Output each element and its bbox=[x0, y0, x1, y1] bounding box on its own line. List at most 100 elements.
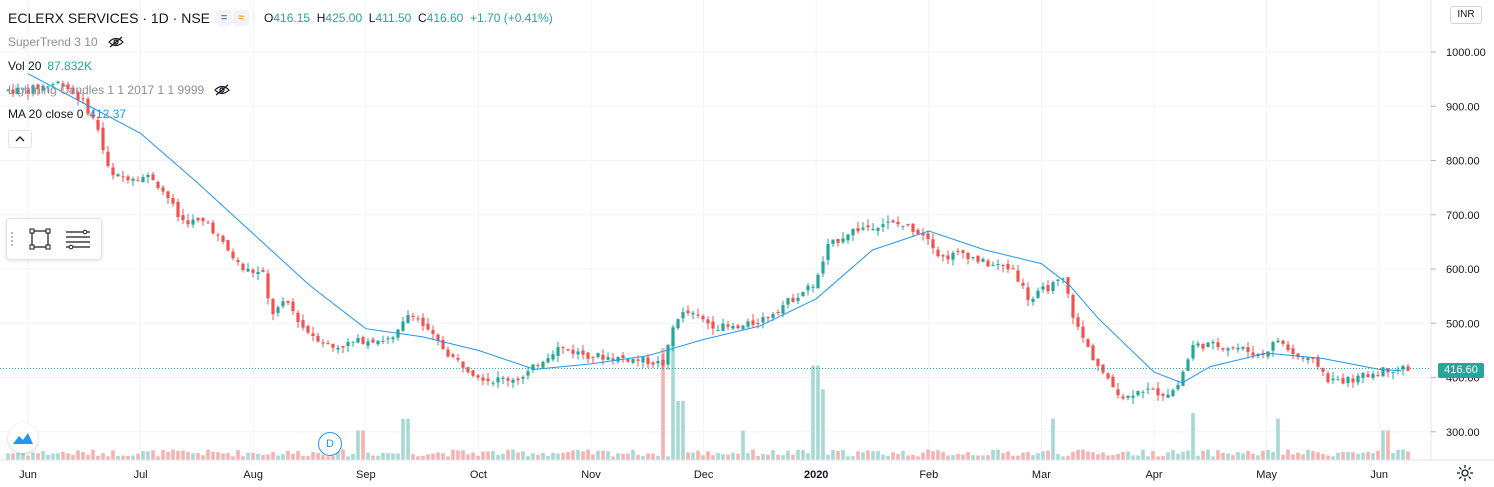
volume-bar bbox=[96, 455, 100, 460]
volume-bar bbox=[736, 453, 740, 460]
candle-body bbox=[1101, 364, 1105, 373]
currency-button[interactable]: INR bbox=[1450, 6, 1482, 24]
volume-bar bbox=[671, 342, 675, 460]
candle-body bbox=[1376, 374, 1380, 376]
candle-body bbox=[726, 324, 730, 327]
volume-bar bbox=[1126, 451, 1130, 460]
volume-bar bbox=[1216, 450, 1220, 460]
candle-body bbox=[301, 320, 305, 328]
drawing-toolbar[interactable] bbox=[6, 218, 102, 260]
volume-bar bbox=[41, 450, 45, 460]
ma-row[interactable]: MA 20 close 0 412.37 bbox=[8, 102, 553, 126]
candle-body bbox=[181, 215, 185, 221]
supertrend-row[interactable]: SuperTrend 3 10 bbox=[8, 30, 553, 54]
lightning-row[interactable]: Lightning Candles 1 1 2017 1 1 9999 bbox=[8, 78, 553, 102]
volume-row[interactable]: Vol 20 87.832K bbox=[8, 54, 553, 78]
volume-bar bbox=[1031, 455, 1035, 460]
eye-off-icon[interactable] bbox=[214, 84, 231, 96]
volume-bar bbox=[151, 450, 155, 460]
volume-bar bbox=[721, 454, 725, 460]
volume-bar bbox=[801, 449, 805, 460]
x-tick-label: Aug bbox=[243, 469, 263, 481]
volume-bar bbox=[1291, 454, 1295, 460]
volume-bar bbox=[1171, 449, 1175, 460]
candle-body bbox=[656, 360, 660, 364]
dividend-marker[interactable]: D bbox=[318, 432, 342, 456]
candle-body bbox=[1331, 378, 1335, 381]
candle-body bbox=[116, 174, 120, 177]
volume-bar bbox=[551, 452, 555, 460]
candle-body bbox=[926, 233, 930, 240]
volume-bar bbox=[746, 453, 750, 460]
candle-body bbox=[146, 174, 150, 178]
candle-body bbox=[921, 233, 925, 236]
volume-bar bbox=[91, 449, 95, 460]
wave-button[interactable]: ≈ bbox=[233, 10, 250, 26]
volume-bar bbox=[756, 456, 760, 460]
candle-body bbox=[101, 127, 105, 151]
volume-bar bbox=[1001, 453, 1005, 460]
volume-bar bbox=[251, 452, 255, 460]
candle-body bbox=[1076, 317, 1080, 327]
candle-body bbox=[956, 250, 960, 252]
volume-bar bbox=[181, 450, 185, 460]
volume-bar bbox=[626, 453, 630, 460]
candle-body bbox=[196, 217, 200, 221]
volume-bar bbox=[1036, 453, 1040, 460]
volume-bar bbox=[16, 452, 20, 460]
gear-icon[interactable] bbox=[1456, 464, 1474, 482]
volume-bar bbox=[601, 450, 605, 460]
volume-bar bbox=[991, 449, 995, 460]
symbol-title[interactable]: ECLERX SERVICES · 1D · NSE bbox=[8, 10, 211, 26]
candle-body bbox=[586, 352, 590, 359]
volume-bar bbox=[1341, 451, 1345, 460]
high-value: 425.00 bbox=[325, 11, 363, 25]
candle-body bbox=[1011, 268, 1015, 270]
volume-bar bbox=[731, 452, 735, 460]
volume-bar bbox=[1191, 412, 1195, 460]
volume-bar bbox=[971, 455, 975, 460]
minus-button[interactable]: = bbox=[216, 10, 233, 26]
lines-tool-button[interactable] bbox=[63, 224, 93, 254]
candle-body bbox=[1346, 376, 1350, 384]
volume-bar bbox=[776, 454, 780, 460]
candle-body bbox=[1061, 278, 1065, 280]
candle-body bbox=[931, 239, 935, 249]
volume-bar bbox=[1106, 455, 1110, 460]
volume-bar bbox=[1271, 451, 1275, 460]
volume-bar bbox=[371, 455, 375, 460]
volume-bar bbox=[1286, 449, 1290, 460]
candle-body bbox=[751, 320, 755, 325]
candle-body bbox=[1056, 279, 1060, 281]
candle-body bbox=[1166, 394, 1170, 398]
volume-bar bbox=[961, 454, 965, 460]
candle-body bbox=[286, 300, 290, 303]
collapse-legend-button[interactable] bbox=[8, 130, 32, 148]
close-label: C bbox=[417, 11, 427, 25]
volume-bar bbox=[101, 453, 105, 460]
candle-body bbox=[841, 238, 845, 243]
volume-bar bbox=[1196, 455, 1200, 460]
candle-body bbox=[691, 312, 695, 315]
candle-body bbox=[1221, 347, 1225, 350]
candle-body bbox=[266, 273, 270, 299]
candle-body bbox=[1271, 342, 1275, 351]
eye-off-icon[interactable] bbox=[107, 36, 124, 48]
low-label: L bbox=[368, 11, 376, 25]
volume-bar bbox=[1331, 456, 1335, 460]
drag-handle[interactable] bbox=[7, 219, 17, 259]
volume-bar bbox=[1016, 455, 1020, 460]
candle-body bbox=[526, 371, 530, 376]
candle-body bbox=[346, 341, 350, 347]
candle-body bbox=[816, 275, 820, 289]
volume-bar bbox=[816, 365, 820, 460]
volume-bar bbox=[891, 452, 895, 460]
volume-bar bbox=[426, 454, 430, 460]
rectangle-tool-button[interactable] bbox=[25, 224, 55, 254]
volume-bar bbox=[1226, 453, 1230, 460]
tradingview-logo-icon[interactable] bbox=[8, 423, 38, 453]
volume-bar bbox=[1206, 449, 1210, 460]
volume-bar bbox=[1361, 452, 1365, 460]
volume-bar bbox=[1401, 449, 1405, 460]
